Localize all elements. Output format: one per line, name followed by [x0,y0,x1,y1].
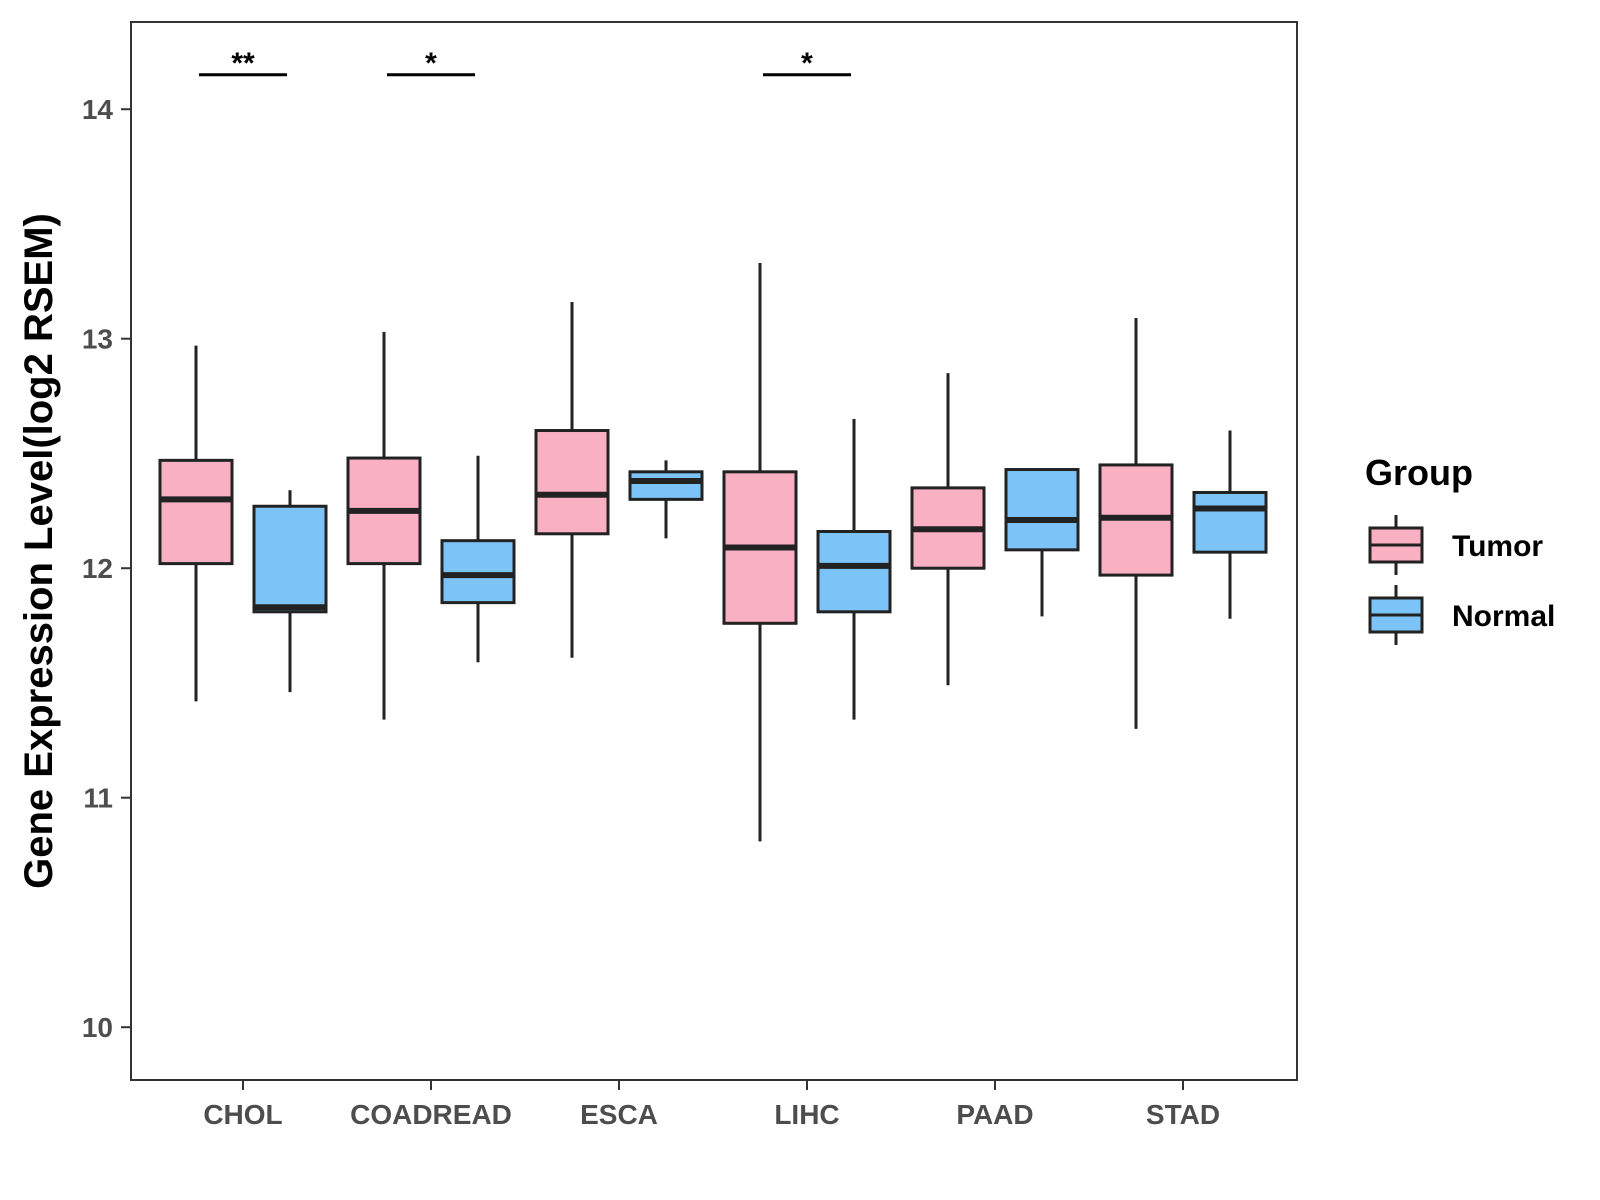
box-normal-lihc [816,419,892,720]
legend-entry-normal: Normal [1368,585,1555,645]
box-iqr [1192,490,1268,554]
box-normal-paad [1004,468,1080,617]
legend: Group Tumor Normal [1365,452,1555,645]
x-axis: CHOL COADREAD ESCA LIHC PAAD STAD [203,1080,1220,1130]
box-series [158,262,1268,842]
x-tick-label: CHOL [203,1099,282,1130]
box-iqr [158,458,234,566]
x-tick-label: ESCA [580,1099,658,1130]
box-iqr [628,470,704,501]
box-tumor-coadread [346,331,422,720]
y-tick-label: 10 [82,1012,113,1043]
box-normal-coadread [440,455,516,663]
y-axis: 10 11 12 13 14 [82,94,131,1043]
box-tumor-lihc [722,262,798,842]
box-normal-chol [252,490,328,693]
y-tick-label: 12 [82,553,113,584]
box-tumor-chol [158,345,234,702]
box-iqr [1004,468,1080,552]
y-axis-title: Gene Expression Level(log2 RSEM) [17,213,61,889]
legend-entry-tumor: Tumor [1368,515,1543,575]
y-tick-label: 13 [82,324,113,355]
box-iqr [252,504,328,614]
box-iqr [816,529,892,614]
box-iqr [440,539,516,605]
x-tick-label: STAD [1146,1099,1220,1130]
box-tumor-stad [1098,318,1174,729]
box-tumor-paad [910,373,986,686]
significance-annotations: ** * * [199,47,851,80]
significance-label: * [425,47,437,80]
y-tick-label: 11 [83,783,113,814]
significance-label: * [801,47,813,80]
box-normal-esca [628,460,704,539]
x-tick-label: LIHC [774,1099,839,1130]
legend-label: Tumor [1452,530,1543,563]
box-tumor-esca [534,301,610,658]
box-normal-stad [1192,430,1268,619]
y-tick-label: 14 [82,94,114,125]
legend-title: Group [1365,452,1473,493]
x-tick-label: COADREAD [350,1099,512,1130]
significance-label: ** [231,47,255,80]
legend-label: Normal [1452,600,1555,633]
box-iqr [534,429,610,536]
x-tick-label: PAAD [956,1099,1033,1130]
